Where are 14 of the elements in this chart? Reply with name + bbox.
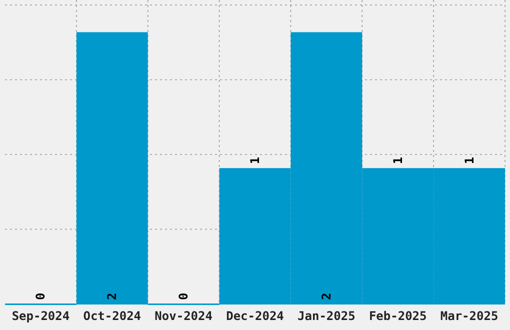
data-label: 1 — [462, 156, 476, 164]
x-tick-label: Sep-2024 — [12, 309, 70, 323]
data-label: 0 — [176, 292, 191, 300]
data-label: 2 — [319, 292, 334, 300]
x-tick-label: Feb-2025 — [368, 309, 427, 323]
x-tick-label: Jan-2025 — [298, 309, 356, 323]
x-tick-label: Oct-2024 — [83, 309, 142, 323]
x-tick-label: Nov-2024 — [154, 309, 212, 323]
data-label: 2 — [105, 292, 120, 300]
data-label: 1 — [248, 156, 262, 164]
x-tick-label: Dec-2024 — [226, 309, 284, 323]
data-label: 1 — [390, 156, 405, 164]
data-label: 0 — [34, 292, 48, 300]
x-tick-label: Mar-2025 — [440, 309, 498, 323]
